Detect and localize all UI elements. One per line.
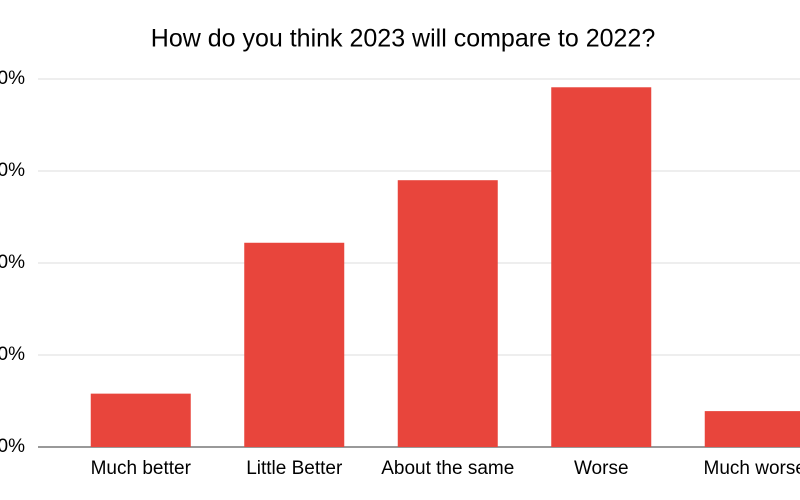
chart-title: How do you think 2023 will compare to 20… <box>151 25 655 53</box>
x-tick-label: Much worse <box>704 458 800 479</box>
bar <box>704 411 800 447</box>
x-tick-label: Little Better <box>246 458 343 479</box>
bar <box>397 180 498 447</box>
y-tick-label: 0% <box>0 436 25 457</box>
y-tick-label: 30% <box>0 160 25 181</box>
y-tick-label: 40% <box>0 68 25 89</box>
bar <box>90 393 191 447</box>
x-tick-label: About the same <box>381 458 514 479</box>
bar <box>244 242 345 447</box>
x-tick-label: Much better <box>91 458 192 479</box>
bar <box>551 87 652 447</box>
y-tick-label: 20% <box>0 252 25 273</box>
y-tick-label: 10% <box>0 344 25 365</box>
x-tick-label: Worse <box>574 458 629 479</box>
